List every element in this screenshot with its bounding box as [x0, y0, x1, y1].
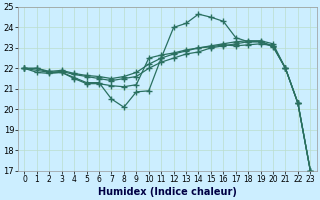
- X-axis label: Humidex (Indice chaleur): Humidex (Indice chaleur): [98, 187, 237, 197]
